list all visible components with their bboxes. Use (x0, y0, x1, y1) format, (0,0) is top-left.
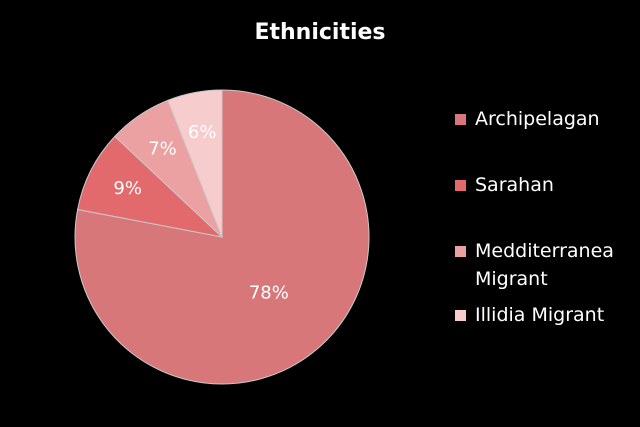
legend-item: Medditerranea Migrant (455, 237, 630, 293)
pie-slice (167, 89, 223, 238)
legend-item: Illidia Migrant (455, 301, 630, 329)
legend-item: Archipelagan (455, 105, 630, 133)
legend-label: Medditerranea Migrant (475, 240, 614, 290)
legend-label: Sarahan (475, 174, 554, 196)
chart-title: Ethnicities (254, 20, 385, 45)
legend-label: Archipelagan (475, 108, 600, 130)
data-label: 6% (188, 122, 217, 143)
data-label: 9% (113, 178, 142, 199)
legend-item: Sarahan (455, 171, 630, 199)
data-label: 78% (249, 283, 289, 304)
legend: Archipelagan Sarahan Medditerranea Migrant… (455, 105, 630, 329)
pie-slice (77, 135, 224, 238)
legend-label: Illidia Migrant (475, 304, 605, 326)
legend-swatch (455, 180, 466, 191)
data-label: 7% (148, 138, 177, 159)
legend-swatch (455, 310, 466, 321)
legend-swatch (455, 246, 466, 257)
legend-swatch (455, 114, 466, 125)
